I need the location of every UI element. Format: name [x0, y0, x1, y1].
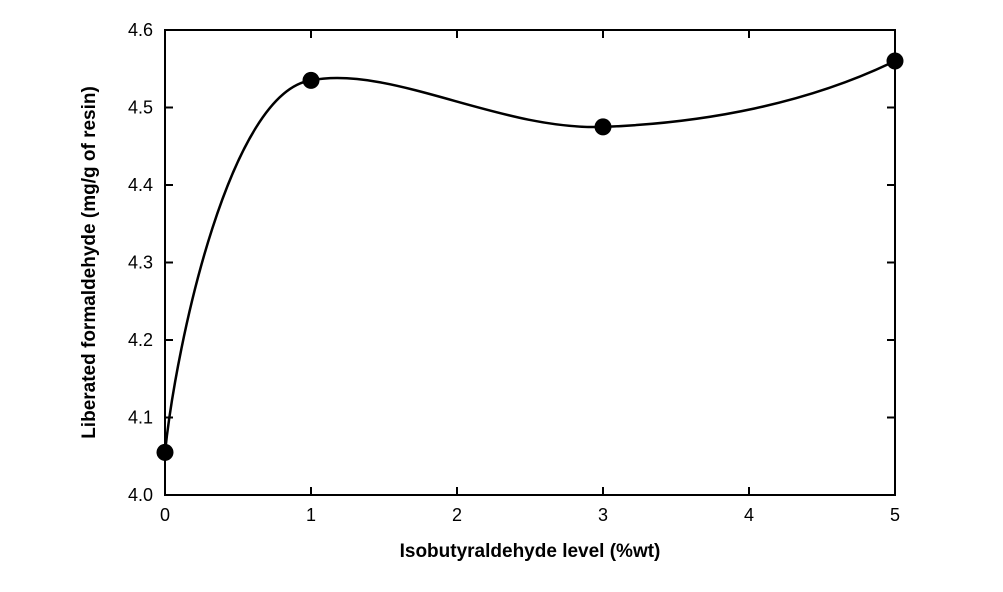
chart-svg: 0 1 2 3 4 5 4.0 4.1 4.2 4.3 4.4 4.5 4.6 Isobutyraldeh… [0, 0, 1003, 592]
x-tick-label: 5 [890, 505, 900, 525]
y-tick-label: 4.5 [128, 98, 153, 118]
x-tick-label: 3 [598, 505, 608, 525]
x-tick-label: 1 [306, 505, 316, 525]
x-tick-label: 2 [452, 505, 462, 525]
series-marker [595, 118, 612, 135]
y-tick-label: 4.2 [128, 330, 153, 350]
x-tick-label: 4 [744, 505, 754, 525]
y-axis-label: Liberated formaldehyde (mg/g of resin) [79, 86, 100, 439]
y-tick-label: 4.4 [128, 175, 153, 195]
series-marker [887, 53, 904, 70]
y-tick-label: 4.6 [128, 20, 153, 40]
chart-container: 0 1 2 3 4 5 4.0 4.1 4.2 4.3 4.4 4.5 4.6 Isobutyraldeh… [0, 0, 1003, 592]
x-axis-label: Isobutyraldehyde level (%wt) [400, 541, 661, 562]
series-marker [303, 72, 320, 89]
y-tick-label: 4.0 [128, 485, 153, 505]
y-tick-label: 4.1 [128, 408, 153, 428]
series-marker [157, 444, 174, 461]
y-tick-label: 4.3 [128, 253, 153, 273]
x-tick-label: 0 [160, 505, 170, 525]
